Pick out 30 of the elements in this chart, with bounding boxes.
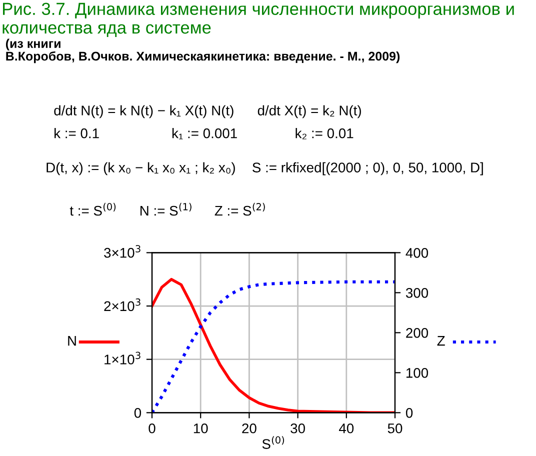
text: d/dt X(t) = k₂ N(t) — [258, 105, 361, 118]
y2-tick-label: 200 — [406, 328, 428, 338]
x-tick-label: 0 — [148, 423, 156, 434]
x-axis-title: S$^{(0)}$ — [262, 436, 284, 449]
text: k₁ := 0.001 — [172, 128, 237, 140]
legend-label: Z — [437, 336, 445, 346]
x-tick-label: 40 — [338, 423, 354, 434]
y-tick-label: 0 — [134, 408, 142, 418]
text: t := S$^{(0)}$ — [70, 202, 116, 216]
y-tick-label: 2×10$^{3}$ — [104, 298, 140, 312]
x-tick-label: 30 — [290, 423, 305, 434]
y-tick-label: 1×10$^{3}$ — [104, 352, 140, 364]
x-tick-label: 20 — [242, 423, 256, 434]
text: S := rkfixed[(2000 ; 0), 0, 50, 1000, D] — [252, 162, 483, 176]
y2-tick-label: 100 — [406, 368, 428, 378]
text: D(t, x) := (k x₀ − k₁ x₀ x₁ ; k₂ x₀) — [46, 162, 235, 176]
text: k := 0.1 — [54, 128, 99, 138]
text: Z := S$^{(2)}$ — [214, 202, 265, 216]
x-tick-label: 50 — [388, 423, 402, 434]
chart-subtitle: (из книги В.Коробов, В.Очков. Химическаякинетика: введение. - М., 2009) — [6, 38, 400, 64]
chart-title: Рис. 3.7. Динамика изменения численности микроорганизмов и количества яда в системе — [2, 2, 514, 38]
y-tick-label: 3×10$^{3}$ — [104, 245, 140, 258]
text: k₂ := 0.01 — [296, 128, 354, 140]
x-tick-label: 10 — [194, 423, 208, 434]
y2-tick-label: 300 — [406, 288, 428, 298]
y2-tick-label: 400 — [406, 248, 428, 258]
y2-tick-label: 0 — [406, 408, 413, 418]
legend-label: N — [68, 336, 76, 346]
text: N := S$^{(1)}$ — [140, 202, 192, 216]
text: d/dt N(t) = k N(t) − k₁ X(t) N(t) — [54, 105, 234, 118]
